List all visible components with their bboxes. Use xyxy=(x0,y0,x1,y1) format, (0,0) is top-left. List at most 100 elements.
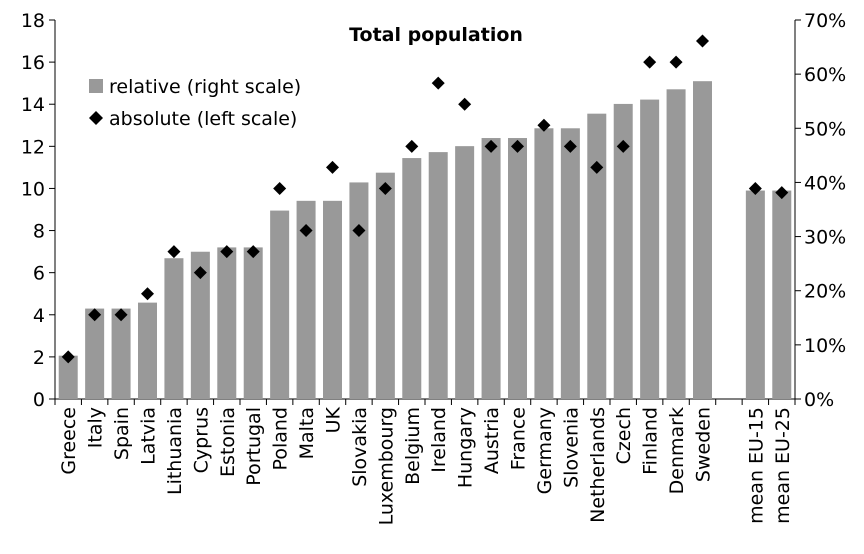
bar xyxy=(375,172,395,399)
bar xyxy=(481,138,501,399)
bar xyxy=(666,89,686,399)
point xyxy=(88,308,102,322)
bar xyxy=(772,190,792,399)
bar xyxy=(270,210,290,399)
point xyxy=(378,181,392,195)
bar xyxy=(164,258,184,399)
point xyxy=(193,266,207,280)
axes: 0 2 4 6 8 10 12 14 16 18 0% 10% 20% 30% 40% 50% 60% 70% xyxy=(21,10,846,411)
point xyxy=(61,350,75,364)
category-label: Slovakia xyxy=(349,407,371,487)
right-axis-tick-label: 20% xyxy=(804,281,846,303)
point xyxy=(748,181,762,195)
category-label: Finland xyxy=(640,407,662,475)
point xyxy=(458,97,472,111)
category-label: Ireland xyxy=(428,407,450,473)
category-label: Denmark xyxy=(666,407,688,494)
category-label: Germany xyxy=(534,407,556,494)
category-label: Slovenia xyxy=(560,407,582,488)
point xyxy=(299,224,313,238)
point xyxy=(220,245,234,259)
legend: relative (right scale) absolute (left sc… xyxy=(89,76,301,130)
left-axis-tick-label: 18 xyxy=(21,10,45,32)
category-label: Austria xyxy=(481,407,503,474)
point xyxy=(326,160,339,174)
left-axis-tick-label: 6 xyxy=(33,263,45,285)
category-label: Malta xyxy=(296,407,318,459)
bar xyxy=(243,247,263,399)
bar xyxy=(693,81,712,399)
right-axis-tick-label: 40% xyxy=(804,172,846,194)
category-label: Cyprus xyxy=(190,407,212,473)
bar xyxy=(534,128,554,400)
point xyxy=(696,34,709,48)
left-axis-tick-label: 2 xyxy=(33,347,45,369)
point xyxy=(167,245,181,259)
left-axis-tick-label: 0 xyxy=(33,389,45,411)
right-axis-tick-label: 70% xyxy=(804,10,846,32)
legend-label-relative: relative (right scale) xyxy=(109,76,301,98)
right-axis-tick-label: 10% xyxy=(804,335,846,357)
category-label: Hungary xyxy=(455,407,477,488)
marker-series xyxy=(61,34,789,364)
left-axis-tick-label: 14 xyxy=(21,94,45,116)
point xyxy=(431,76,445,90)
category-label: Poland xyxy=(270,407,292,470)
category-label: Luxembourg xyxy=(375,407,397,525)
chart-title: Total population xyxy=(349,24,523,46)
right-axis-tick-label: 30% xyxy=(804,227,846,249)
category-labels: Greece Italy Spain Latvia Lithuania Cyprus Est… xyxy=(58,406,794,525)
point xyxy=(643,55,657,69)
bar xyxy=(349,182,369,399)
point xyxy=(563,139,577,153)
category-label: France xyxy=(508,407,530,470)
left-axis-tick-label: 16 xyxy=(21,52,45,74)
bar xyxy=(613,103,633,400)
point xyxy=(352,224,366,238)
bar xyxy=(455,146,475,399)
category-label: Czech xyxy=(613,407,635,464)
category-label: Italy xyxy=(85,407,107,448)
legend-swatch-relative xyxy=(89,79,103,93)
bar xyxy=(587,113,607,399)
bar xyxy=(560,128,580,400)
right-axis-tick-label: 0% xyxy=(804,389,834,411)
point xyxy=(616,139,630,153)
category-label: Estonia xyxy=(217,407,239,477)
point xyxy=(511,139,524,153)
left-axis-tick-label: 4 xyxy=(33,305,45,327)
category-label: Spain xyxy=(111,407,133,460)
category-label: Sweden xyxy=(693,407,715,482)
point xyxy=(537,118,551,132)
point xyxy=(775,186,789,200)
category-label: mean EU-15 xyxy=(745,407,767,524)
category-label: Latvia xyxy=(138,407,160,465)
category-label: Lithuania xyxy=(164,407,186,495)
bar xyxy=(745,190,765,399)
point xyxy=(114,308,128,322)
left-axis-tick-label: 8 xyxy=(33,221,45,243)
left-axis-tick-label: 10 xyxy=(21,178,45,200)
category-label: Greece xyxy=(58,407,80,475)
point xyxy=(141,287,154,301)
bar xyxy=(508,138,527,399)
bar xyxy=(323,200,342,399)
point xyxy=(669,55,683,69)
category-label: UK xyxy=(323,406,345,433)
right-axis-tick-label: 60% xyxy=(804,64,846,86)
point xyxy=(273,181,287,195)
legend-marker-absolute xyxy=(89,111,103,125)
point xyxy=(246,245,260,259)
category-label: Netherlands xyxy=(587,407,609,523)
category-label: Portugal xyxy=(243,407,265,486)
bar xyxy=(640,99,660,399)
bar xyxy=(58,355,78,399)
bar xyxy=(428,152,448,399)
point xyxy=(590,160,604,174)
bar xyxy=(111,308,131,399)
point xyxy=(484,139,498,153)
bar xyxy=(85,308,105,399)
bar-series xyxy=(58,81,792,400)
category-label: Belgium xyxy=(402,407,424,485)
